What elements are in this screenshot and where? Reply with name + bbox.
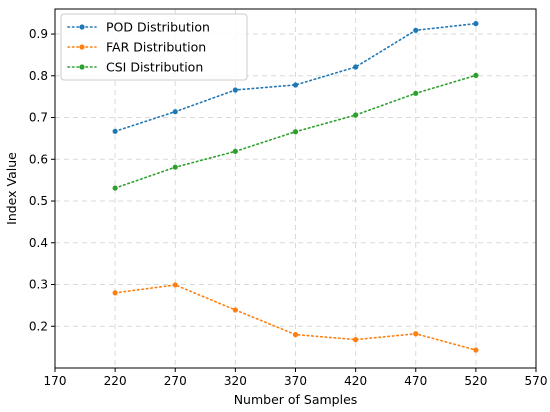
y-tick-label: 0.9 (29, 27, 48, 41)
x-tick-label: 470 (404, 374, 427, 388)
data-point (112, 185, 118, 191)
x-tick-label: 420 (344, 374, 367, 388)
data-point (473, 21, 479, 27)
legend-item: POD Distribution (67, 20, 210, 35)
y-tick-label: 0.6 (29, 152, 48, 166)
legend-label: POD Distribution (106, 20, 210, 35)
y-axis: 0.2 0.3 0.4 0.5 0.6 0.7 0.8 0.9 (29, 27, 55, 333)
series-lines (112, 21, 479, 353)
x-tick-label: 270 (164, 374, 187, 388)
y-axis-label: Index Value (4, 152, 19, 225)
legend-label: FAR Distribution (106, 40, 206, 55)
data-point (413, 331, 419, 337)
series-far-distribution (112, 282, 479, 353)
data-point (413, 27, 419, 33)
legend-label: CSI Distribution (106, 60, 203, 75)
data-point (292, 129, 299, 135)
legend-swatch-marker (79, 64, 85, 70)
x-tick-label: 370 (284, 374, 307, 388)
x-tick-label: 570 (525, 374, 548, 388)
legend-item: CSI Distribution (67, 60, 203, 75)
x-axis-label: Number of Samples (234, 392, 358, 407)
y-tick-label: 0.2 (29, 319, 48, 333)
data-point (112, 290, 118, 296)
data-point (292, 82, 299, 88)
legend-swatch-marker (79, 24, 85, 30)
series-pod-distribution (112, 21, 479, 134)
data-point (232, 87, 238, 93)
legend-item: FAR Distribution (67, 40, 206, 55)
x-tick-label: 170 (44, 374, 67, 388)
legend: POD Distribution FAR Distribution CSI Dist… (60, 13, 248, 81)
x-tick-label: 520 (464, 374, 487, 388)
data-point (292, 332, 299, 338)
series-csi-distribution (112, 72, 479, 191)
data-point (473, 72, 479, 78)
y-tick-label: 0.5 (29, 194, 48, 208)
y-tick-label: 0.4 (29, 236, 48, 250)
data-point (172, 282, 178, 288)
data-point (172, 109, 178, 115)
data-point (112, 128, 118, 134)
x-axis: 170 220 270 320 370 420 470 520 570 (44, 368, 548, 388)
data-point (232, 148, 238, 154)
data-point (172, 164, 178, 170)
legend-box (60, 13, 248, 81)
legend-swatch-marker (79, 44, 85, 50)
data-point (353, 64, 359, 70)
y-tick-label: 0.8 (29, 69, 48, 83)
data-point (232, 307, 238, 313)
y-tick-label: 0.3 (29, 278, 48, 292)
y-tick-label: 0.7 (29, 111, 48, 125)
data-point (473, 347, 479, 353)
data-point (353, 112, 359, 118)
data-point (353, 337, 359, 343)
x-tick-label: 220 (104, 374, 127, 388)
x-tick-label: 320 (224, 374, 247, 388)
data-point (413, 90, 419, 96)
